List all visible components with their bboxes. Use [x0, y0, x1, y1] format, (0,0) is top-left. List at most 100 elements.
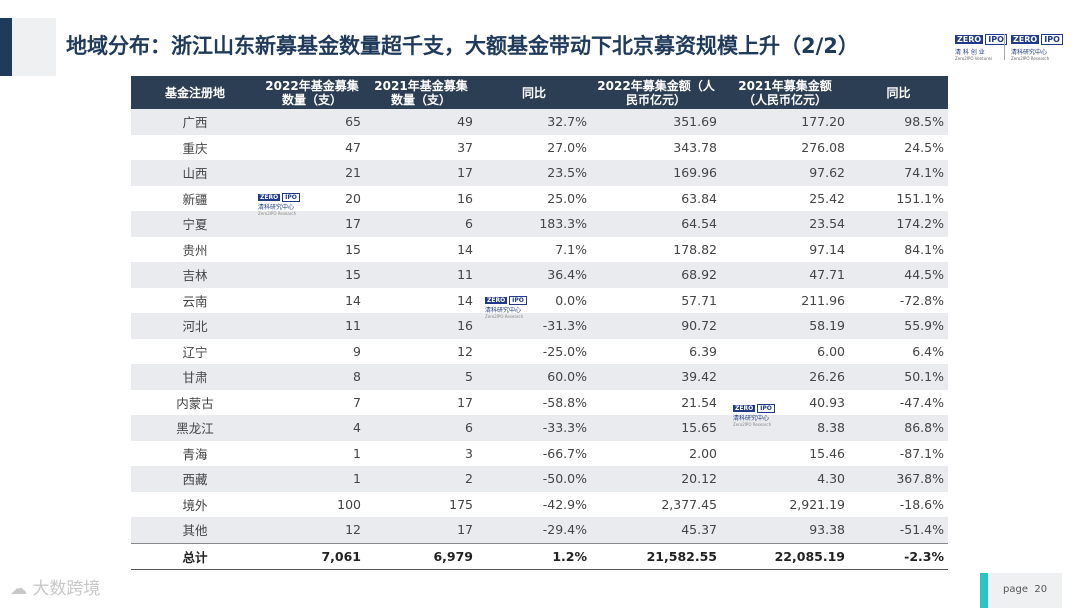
cell-count-yoy: 60.0% [477, 364, 591, 390]
cell-region: 重庆 [182, 140, 208, 156]
cell-amount-2022: 351.69 [591, 109, 721, 135]
brand-icon: ☁ [10, 579, 27, 599]
cell-amount-2022: 343.78 [673, 139, 717, 155]
cell-count-yoy: -25.0% [542, 343, 587, 359]
cell-amount-2021: 2,921.19 [789, 496, 845, 512]
cell-count-yoy: 0.0% [555, 292, 587, 308]
cell-count-2022: 1 [259, 466, 365, 492]
cell-region: 黑龙江 [131, 415, 259, 441]
table-row: 青海 1 3 -66.7% 2.00 15.46 -87.1% [131, 441, 948, 467]
total-amount-2022: 21,582.55 [591, 542, 721, 570]
cell-amount-yoy: 174.2% [849, 211, 948, 237]
cell-amount-yoy: 86.8% [849, 415, 948, 441]
cell-region: 山西 [131, 160, 259, 186]
cell-region: 云南 [182, 293, 208, 309]
logo-divider [1004, 34, 1005, 60]
cell-amount-2022: 45.37 [591, 517, 721, 543]
cell-amount-2021: 15.46 [809, 445, 845, 461]
cell-amount-2021: 97.14 [809, 241, 845, 257]
watermark-logo: ZERO IPO 清科研究中心 Zero2IPO Research [258, 193, 300, 216]
cell-amount-2022: 39.42 [591, 364, 721, 390]
cell-count-yoy: 23.5% [477, 160, 591, 186]
cell-amount-2021: 276.08 [801, 139, 845, 155]
cell-count-2021: 16 [365, 313, 477, 339]
table-header-row: 基金注册地 2022年基金募集数量（支） 2021年基金募集数量（支） 同比 2… [131, 76, 948, 109]
total-count-2022: 7,061 [259, 542, 365, 570]
cell-amount-yoy: -51.4% [849, 517, 948, 543]
cell-amount-2022: 15.65 [591, 415, 721, 441]
cell-count-2022: 14 [345, 292, 361, 308]
cell-amount-2021: 97.62 [721, 160, 849, 186]
cell-amount-yoy: 44.5% [849, 262, 948, 288]
cell-count-2022: 17 [259, 211, 365, 237]
cell-amount-2021: 6.00 [817, 343, 845, 359]
cell-count-2021: 17 [365, 160, 477, 186]
cell-count-2022: 15 [259, 262, 365, 288]
cell-count-2022: 100 [337, 496, 361, 512]
page-number: page 20 [1003, 584, 1048, 595]
page-number-accent [980, 573, 988, 608]
total-amount-2021: 22,085.19 [721, 542, 849, 570]
cell-count-2022: 1 [353, 445, 361, 461]
cell-amount-2022: 90.72 [591, 313, 721, 339]
page-title: 地域分布：浙江山东新募基金数量超千支，大额基金带动下北京募资规模上升（2/2） [66, 34, 859, 58]
cell-count-2022: 11 [259, 313, 365, 339]
total-region: 总计 [131, 542, 259, 570]
cell-amount-2022: 2,377.45 [661, 496, 717, 512]
cell-region: 甘肃 [131, 364, 259, 390]
cell-amount-2022: 6.39 [689, 343, 717, 359]
cell-count-yoy: -50.0% [477, 466, 591, 492]
cell-region: 辽宁 [182, 344, 208, 360]
total-count-yoy: 1.2% [477, 542, 591, 570]
cell-count-2021: 5 [365, 364, 477, 390]
cell-amount-2021: 4.30 [721, 466, 849, 492]
cell-count-2021: 11 [365, 262, 477, 288]
cell-amount-yoy: 55.9% [849, 313, 948, 339]
cell-count-2021: 14 [457, 241, 473, 257]
total-count-2021: 6,979 [365, 542, 477, 570]
cell-count-2021: 37 [457, 139, 473, 155]
cell-count-yoy: -33.3% [477, 415, 591, 441]
cell-region: 其他 [131, 517, 259, 543]
cell-count-2021: 17 [365, 517, 477, 543]
cell-amount-2021: 211.96 [801, 292, 845, 308]
table-row: 宁夏 17 6 183.3% 64.54 23.54 174.2% [131, 211, 948, 237]
cell-amount-yoy: -87.1% [899, 445, 944, 461]
cell-count-yoy: 7.1% [555, 241, 587, 257]
table-row: 内蒙古 7 17 -58.8% 21.54 40.93 -47.4% [131, 390, 948, 416]
cell-amount-yoy: -72.8% [899, 292, 944, 308]
cell-count-2022: 4 [259, 415, 365, 441]
cell-amount-2021: 93.38 [721, 517, 849, 543]
cell-amount-yoy: 50.1% [849, 364, 948, 390]
cell-amount-2022: 2.00 [689, 445, 717, 461]
cell-count-2021: 17 [457, 394, 473, 410]
page-number-box [980, 573, 1062, 608]
cell-region: 内蒙古 [176, 395, 214, 411]
cell-region: 宁夏 [131, 211, 259, 237]
cell-region: 境外 [182, 497, 208, 513]
table-row: 重庆 47 37 27.0% 343.78 276.08 24.5% [131, 135, 948, 161]
cell-count-2021: 12 [457, 343, 473, 359]
cell-amount-2021: 177.20 [721, 109, 849, 135]
table-row: 西藏 1 2 -50.0% 20.12 4.30 367.8% [131, 466, 948, 492]
watermark-logo: ZERO IPO 清科研究中心 Zero2IPO Research [733, 404, 775, 427]
table-row: 其他 12 17 -29.4% 45.37 93.38 -51.4% [131, 517, 948, 543]
cell-count-2021: 6 [365, 211, 477, 237]
cell-amount-2021: 25.42 [809, 190, 845, 206]
cell-amount-yoy: 74.1% [849, 160, 948, 186]
cell-amount-yoy: -47.4% [899, 394, 944, 410]
cell-amount-yoy: -18.6% [899, 496, 944, 512]
cell-count-yoy: -42.9% [542, 496, 587, 512]
cell-region: 青海 [182, 446, 208, 462]
table-row: 新疆 20 16 25.0% 63.84 25.42 151.1% [131, 186, 948, 212]
col-header-amount-yoy: 同比 [849, 76, 948, 109]
cell-count-2021: 2 [365, 466, 477, 492]
cell-count-2022: 65 [259, 109, 365, 135]
cell-amount-2022: 63.84 [681, 190, 717, 206]
cell-amount-yoy: 367.8% [849, 466, 948, 492]
table-row: 云南 14 14 0.0% 57.71 211.96 -72.8% [131, 288, 948, 314]
brand-text: 大数跨境 [32, 579, 101, 599]
col-header-count-2022: 2022年基金募集数量（支） [259, 76, 365, 109]
cell-amount-2022: 68.92 [591, 262, 721, 288]
cell-count-yoy: -29.4% [477, 517, 591, 543]
